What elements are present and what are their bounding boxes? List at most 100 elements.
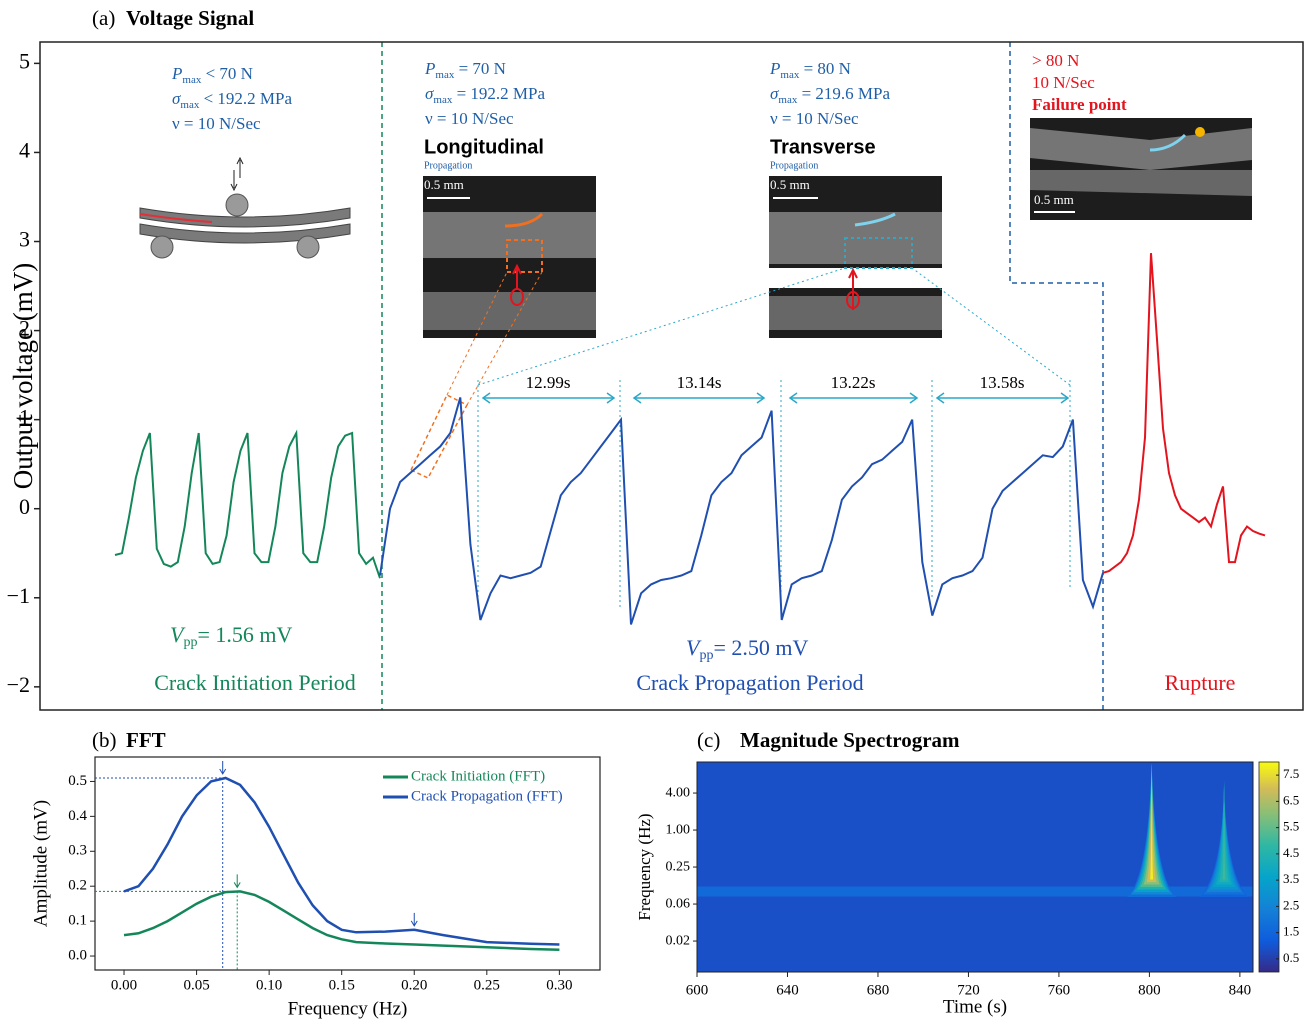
condition-text: ν = 10 N/Sec [425,109,514,128]
colorbar [1258,761,1280,973]
condition-segment: = 70 N [454,59,506,78]
vpp-symbol: V [170,622,186,647]
signal-line [1102,253,1266,574]
y-tick-label: 4 [19,137,30,162]
x-tick-label: 720 [957,982,980,998]
image-subtitle: Propagation [424,160,472,171]
y-tick-label: 0.3 [68,843,87,859]
condition-segment: 10 N/Sec [1032,73,1095,92]
condition-segment: = 80 N [799,59,851,78]
condition-text: ν = 10 N/Sec [770,109,859,128]
x-tick-label: 0.15 [329,977,355,993]
x-tick-label: 0.25 [474,977,500,993]
x-tick-label: 680 [867,982,890,998]
x-tick-label: 0.30 [546,977,572,993]
condition-segment: P [769,59,780,78]
condition-segment: max [435,69,454,81]
colorbar-tick-label: 2.5 [1283,897,1299,912]
x-tick-label: 640 [776,982,799,998]
condition-segment: < 192.2 MPa [199,89,292,108]
condition-text: Pmax = 80 N [769,59,851,81]
y-tick-label: 5 [19,48,30,73]
colorbar-tick-label: 4.5 [1283,845,1299,860]
condition-segment: max [433,94,452,106]
condition-segment: max [180,99,199,111]
colorbar-tick-label: 0.5 [1283,950,1299,965]
vpp-sub: pp [699,648,713,663]
colorbar-tick-label: 5.5 [1283,819,1299,834]
y-tick-label: −2 [7,672,30,697]
image-title: Transverse [770,136,876,158]
x-tick-label: 600 [686,982,709,998]
condition-text: Failure point [1032,95,1127,114]
image-title: Longitudinal [424,136,544,158]
spectrogram [697,762,1253,972]
interval-label: 13.22s [831,373,876,392]
panel-title: FFT [126,728,166,752]
y-axis-label: Frequency (Hz) [635,813,654,920]
signal-line [114,429,381,579]
plot-frame [94,756,601,971]
x-tick-label: 0.05 [183,977,209,993]
fft-line [123,776,560,946]
y-tick-label: 0.4 [68,808,87,824]
condition-text: Pmax < 70 N [171,64,253,86]
spike-contour [1150,762,1154,880]
condition-segment: ν = 10 N/Sec [770,109,859,128]
x-tick-label: 800 [1138,982,1161,998]
panel-label: (a) [92,6,115,30]
fft-line [123,890,560,951]
micrographs [423,118,1252,338]
spike-contour [1222,777,1226,880]
x-axis-label: Frequency (Hz) [288,998,408,1019]
image-subtitle: Propagation [770,160,818,171]
x-tick-label: 840 [1229,982,1252,998]
panel-label: (b) [92,728,117,752]
peak-guide [95,777,224,970]
spectrogram-band [697,886,1253,897]
condition-segment: P [424,59,435,78]
scale-label: 0.5 mm [424,177,464,192]
condition-segment: = 219.6 MPa [797,84,890,103]
condition-segment: max [778,94,797,106]
period-label: Rupture [1165,670,1236,695]
colorbar-tick-label: 1.5 [1283,924,1299,939]
condition-segment: σ [172,89,181,108]
x-tick-label: 0.10 [256,977,282,993]
condition-segment: > 80 N [1032,51,1079,70]
condition-text: σmax = 219.6 MPa [770,84,891,106]
vpp-symbol: V [686,635,702,660]
y-tick-label: 0.25 [666,859,691,874]
condition-segment: P [171,64,182,83]
x-tick-label: 0.00 [111,977,137,993]
y-tick-label: 0.0 [68,947,87,963]
peak-guide [95,890,238,970]
signal-line [379,397,1104,625]
x-tick-label: 760 [1048,982,1071,998]
y-tick-label: 0.5 [68,773,87,789]
panel-title: Magnitude Spectrogram [740,728,960,752]
vpp-label: Vpp= 1.56 mV [170,622,292,650]
legend-label: Crack Initiation (FFT) [411,768,545,784]
scale-label: 0.5 mm [770,177,810,192]
interval-label: 13.14s [677,373,722,392]
y-axis-label: Output voltage (mV) [8,263,38,489]
y-tick-label: −1 [7,583,30,608]
condition-text: ν = 10 N/Sec [172,114,261,133]
condition-text: σmax < 192.2 MPa [172,89,293,111]
condition-segment: σ [770,84,779,103]
connectors [381,42,1104,710]
peak-arrow [410,912,418,927]
y-tick-label: 2 [19,316,30,341]
condition-text: 10 N/Sec [1032,73,1095,92]
interval-label: 12.99s [526,373,571,392]
condition-segment: < 70 N [201,64,253,83]
colorbar-tick-label: 7.5 [1283,766,1299,781]
y-tick-label: 0.1 [68,913,87,929]
panel-title: Voltage Signal [126,6,254,30]
condition-segment: σ [425,84,434,103]
y-tick-label: 4.00 [666,785,691,800]
condition-segment: Failure point [1032,95,1127,114]
